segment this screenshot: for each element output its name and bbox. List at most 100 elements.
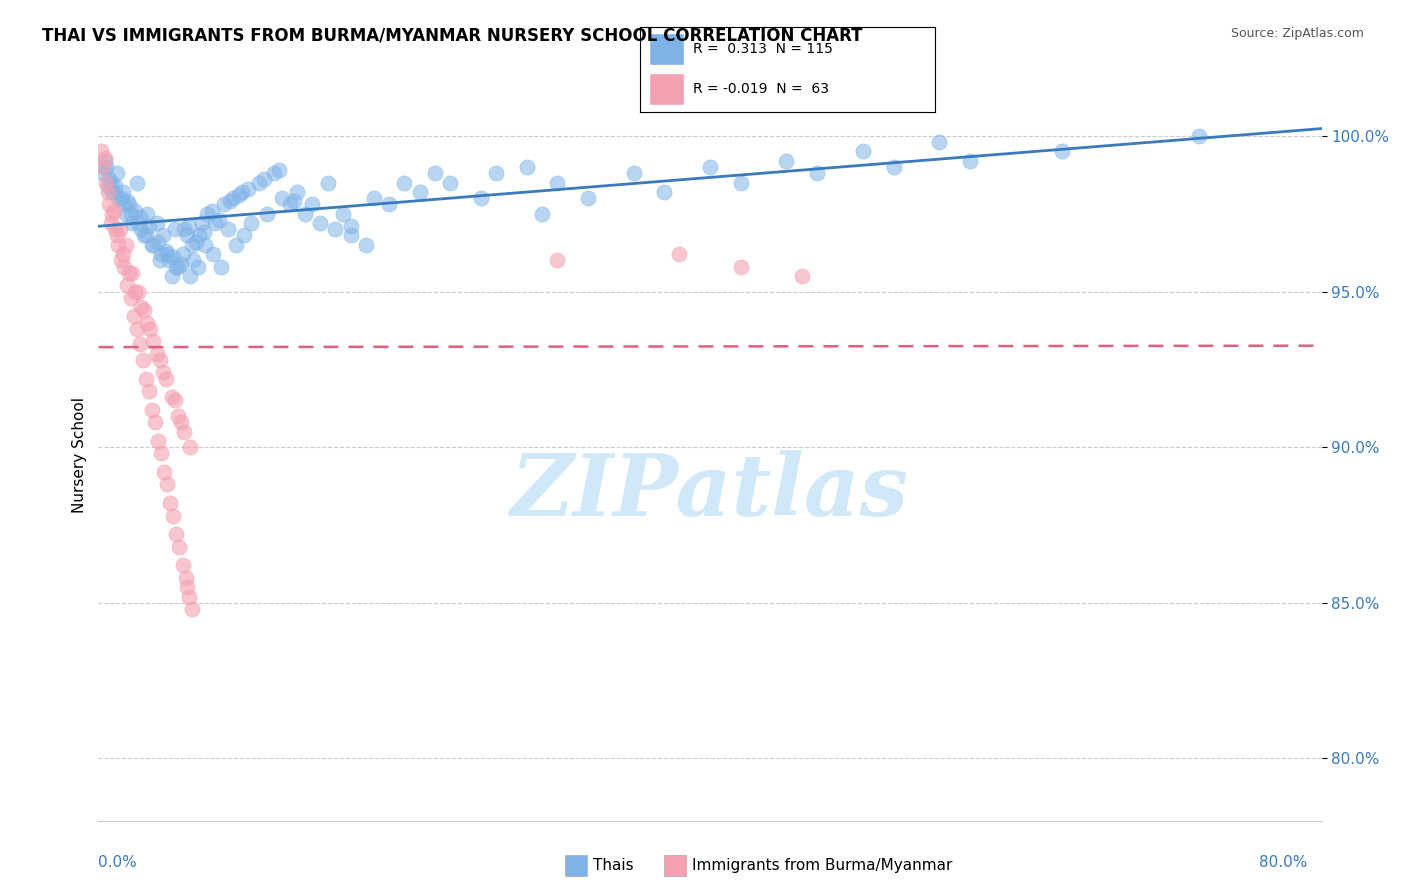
- Point: [152, 366, 174, 380]
- Text: 80.0%: 80.0%: [1260, 855, 1308, 870]
- Point: [852, 145, 875, 159]
- Point: [112, 197, 135, 211]
- Point: [98, 197, 121, 211]
- Point: [162, 250, 184, 264]
- Point: [153, 465, 176, 479]
- Point: [94, 160, 117, 174]
- Point: [177, 590, 200, 604]
- Point: [668, 247, 690, 261]
- Point: [121, 266, 143, 280]
- Point: [339, 219, 361, 234]
- Point: [101, 185, 124, 199]
- Point: [202, 247, 225, 261]
- Point: [173, 425, 195, 439]
- Point: [110, 191, 132, 205]
- Point: [142, 334, 165, 349]
- Point: [173, 222, 195, 236]
- Point: [423, 166, 446, 180]
- Point: [91, 160, 114, 174]
- Point: [101, 207, 124, 221]
- Point: [142, 237, 165, 252]
- Point: [222, 191, 245, 205]
- Point: [256, 207, 278, 221]
- Point: [155, 372, 177, 386]
- Point: [191, 216, 214, 230]
- FancyBboxPatch shape: [648, 33, 685, 65]
- Point: [790, 268, 813, 283]
- Point: [107, 191, 129, 205]
- Point: [212, 197, 235, 211]
- Point: [179, 440, 201, 454]
- Point: [98, 172, 121, 186]
- Point: [301, 197, 323, 211]
- Point: [181, 253, 204, 268]
- Text: THAI VS IMMIGRANTS FROM BURMA/MYANMAR NURSERY SCHOOL CORRELATION CHART: THAI VS IMMIGRANTS FROM BURMA/MYANMAR NU…: [42, 27, 863, 45]
- Point: [530, 207, 553, 221]
- Point: [145, 216, 167, 230]
- Point: [103, 203, 125, 218]
- Point: [177, 219, 200, 234]
- Point: [188, 228, 211, 243]
- Point: [316, 176, 339, 190]
- Point: [118, 197, 141, 211]
- Point: [470, 191, 492, 205]
- Bar: [565, 855, 588, 876]
- Point: [143, 415, 166, 429]
- Point: [105, 166, 128, 180]
- Point: [90, 145, 112, 159]
- Point: [155, 244, 177, 258]
- Point: [150, 247, 173, 261]
- Point: [149, 353, 172, 368]
- Text: R =  0.313  N = 115: R = 0.313 N = 115: [693, 42, 832, 56]
- Point: [225, 237, 247, 252]
- Point: [125, 322, 148, 336]
- Point: [193, 226, 215, 240]
- Point: [652, 185, 675, 199]
- Point: [167, 409, 190, 423]
- Point: [104, 222, 127, 236]
- Point: [176, 580, 198, 594]
- Point: [111, 185, 134, 199]
- Point: [172, 247, 194, 261]
- Point: [138, 384, 160, 398]
- Point: [485, 166, 508, 180]
- Point: [180, 602, 202, 616]
- Point: [516, 160, 538, 174]
- Point: [1188, 128, 1211, 143]
- Point: [124, 285, 146, 299]
- Point: [141, 237, 163, 252]
- Point: [165, 527, 187, 541]
- Point: [160, 390, 183, 404]
- Point: [135, 228, 157, 243]
- Text: Source: ZipAtlas.com: Source: ZipAtlas.com: [1230, 27, 1364, 40]
- Point: [439, 176, 461, 190]
- Point: [186, 235, 208, 249]
- Point: [576, 191, 599, 205]
- Point: [136, 316, 159, 330]
- Point: [134, 228, 156, 243]
- Point: [91, 166, 114, 180]
- Point: [332, 207, 354, 221]
- Point: [146, 235, 169, 249]
- Point: [160, 268, 183, 283]
- Point: [97, 185, 120, 199]
- Point: [152, 228, 174, 243]
- Y-axis label: Nursery School: Nursery School: [72, 397, 87, 513]
- Point: [120, 207, 142, 221]
- Point: [127, 285, 149, 299]
- Point: [139, 322, 162, 336]
- Point: [238, 182, 260, 196]
- Text: Thais: Thais: [593, 858, 634, 872]
- Point: [111, 247, 134, 261]
- Point: [108, 222, 131, 236]
- Point: [117, 194, 139, 209]
- Point: [156, 477, 179, 491]
- Point: [112, 260, 135, 274]
- Point: [103, 185, 125, 199]
- Text: R = -0.019  N =  63: R = -0.019 N = 63: [693, 82, 830, 95]
- Point: [231, 185, 253, 199]
- Point: [217, 222, 239, 236]
- Point: [546, 176, 568, 190]
- Point: [121, 216, 143, 230]
- Point: [775, 153, 797, 168]
